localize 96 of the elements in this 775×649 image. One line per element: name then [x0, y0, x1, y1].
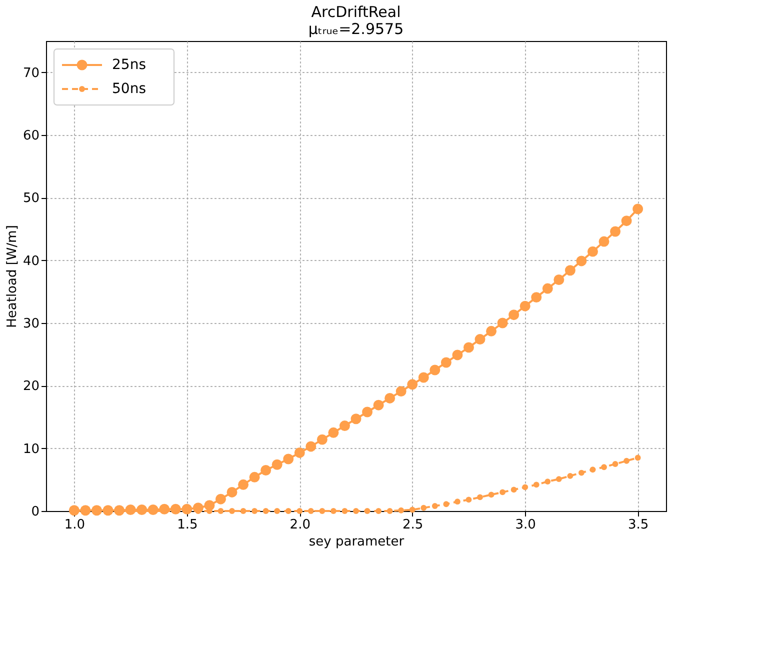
point	[396, 386, 406, 397]
point	[342, 508, 348, 514]
point	[590, 466, 596, 473]
point	[262, 508, 269, 514]
y-tick-label: 10	[22, 442, 40, 457]
point	[533, 482, 540, 488]
x-tick-label: 1.5	[177, 518, 198, 532]
point	[463, 342, 474, 353]
point	[556, 476, 562, 482]
point	[500, 489, 506, 496]
point	[443, 501, 450, 508]
point	[364, 508, 370, 514]
point	[420, 504, 427, 511]
point	[624, 458, 630, 464]
point	[564, 265, 576, 276]
point	[328, 427, 339, 438]
x-tick-label: 3.5	[628, 518, 649, 532]
x-tick-label: 1.0	[64, 518, 86, 532]
point	[296, 508, 303, 514]
point	[621, 216, 632, 226]
point	[508, 310, 520, 320]
point	[452, 350, 463, 360]
x-tick-label: 2.0	[290, 518, 310, 532]
point	[283, 454, 294, 464]
point	[398, 507, 404, 514]
legend-label: 25ns	[112, 57, 146, 73]
point	[240, 508, 246, 514]
point	[373, 400, 384, 410]
y-tick-label: 0	[31, 504, 40, 520]
point	[554, 274, 564, 285]
point	[578, 470, 584, 476]
point	[260, 465, 272, 476]
point	[520, 300, 530, 312]
point	[587, 246, 598, 257]
y-tick-label: 70	[22, 66, 40, 81]
point	[497, 318, 508, 328]
point	[610, 226, 621, 237]
point	[316, 434, 328, 445]
text: μₜᵣᵤₑ=2.9575	[308, 20, 404, 38]
point	[542, 283, 553, 294]
point	[601, 464, 607, 470]
point	[330, 508, 336, 514]
point	[510, 486, 517, 493]
point	[576, 256, 587, 266]
point	[634, 454, 641, 461]
point	[454, 498, 460, 505]
point	[486, 326, 497, 336]
point	[386, 508, 393, 514]
point	[215, 494, 226, 504]
point	[544, 478, 551, 484]
point	[252, 508, 258, 514]
point	[522, 484, 528, 490]
y-tick-label: 30	[22, 316, 40, 332]
y-tick-label: 40	[22, 254, 40, 269]
point	[362, 406, 373, 418]
point	[466, 496, 472, 503]
text: ArcDriftReal	[311, 3, 401, 21]
point	[350, 414, 362, 424]
point	[432, 503, 438, 509]
point	[249, 472, 260, 482]
x-tick-label: 2.5	[402, 518, 424, 532]
point	[430, 364, 440, 376]
y-tick-label: 50	[22, 191, 40, 206]
point	[218, 508, 224, 514]
point	[418, 372, 429, 383]
point	[409, 506, 416, 513]
point	[308, 508, 314, 514]
point	[229, 508, 235, 514]
point	[632, 204, 644, 214]
y-axis-title: Heatload [W/m]	[4, 225, 20, 328]
point	[306, 441, 316, 452]
point	[598, 236, 610, 247]
point	[272, 459, 282, 470]
point	[474, 334, 486, 345]
point	[384, 392, 396, 404]
point	[294, 447, 305, 458]
x-axis-title: sey parameter	[308, 534, 405, 550]
point	[376, 508, 382, 514]
point	[612, 461, 618, 467]
point	[238, 479, 249, 490]
point	[477, 494, 483, 500]
point	[226, 486, 238, 498]
point	[339, 420, 350, 432]
point	[285, 508, 292, 514]
point	[407, 379, 418, 390]
y-tick-label: 20	[22, 379, 40, 394]
point	[440, 357, 452, 368]
point	[319, 508, 326, 514]
y-tick-label: 60	[22, 128, 40, 144]
point	[353, 508, 359, 514]
legend-label: 50ns	[112, 81, 146, 97]
point	[488, 492, 494, 498]
point	[274, 508, 280, 514]
point	[531, 292, 542, 303]
x-tick-label: 3.0	[515, 518, 536, 532]
point	[567, 472, 574, 479]
